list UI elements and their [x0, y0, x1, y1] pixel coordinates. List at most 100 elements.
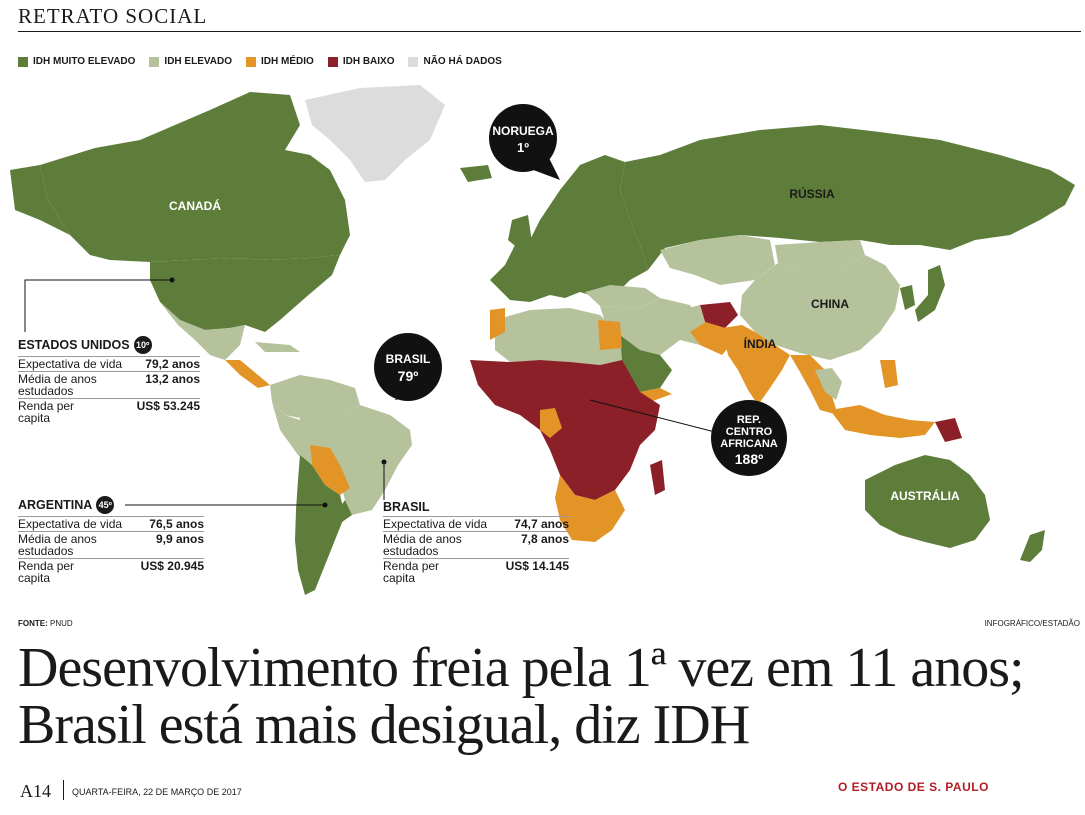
stat-box-argentina: ARGENTINA 45º Expectativa de vida 76,5 an… [18, 496, 204, 585]
callout-car-leader-line [589, 399, 716, 433]
callout-norway-bubble [489, 104, 557, 172]
stat-label: Renda per capita [18, 559, 75, 585]
europe-shape [490, 155, 648, 302]
section-divider [18, 31, 1081, 32]
callout-brazil: BRASIL 79º [374, 333, 442, 401]
legend-label: NÃO HÁ DADOS [423, 56, 502, 67]
legend-label: IDH MUITO ELEVADO [33, 56, 136, 67]
bolivia-shape [310, 445, 350, 495]
stat-box-country: BRASIL [383, 500, 430, 514]
stat-label: Expectativa de vida [18, 357, 123, 371]
uk-shape [508, 215, 532, 250]
map-legend: IDH MUITO ELEVADO IDH ELEVADO IDH MÉDIO … [18, 56, 502, 67]
stat-label: Média de anos estudados [18, 372, 97, 398]
infographic-credit: INFOGRÁFICO/ESTADÃO [984, 619, 1080, 628]
uruguay-shape [338, 500, 352, 522]
page-number: A14 [20, 781, 51, 801]
stat-box-header: BRASIL [383, 500, 569, 514]
label-russia: RÚSSIA [789, 186, 835, 201]
stat-label: Expectativa de vida [383, 517, 488, 531]
mexico-shape [160, 302, 245, 360]
argentina-shape [295, 455, 345, 595]
stat-value: US$ 53.245 [136, 399, 200, 413]
legend-label: IDH BAIXO [342, 56, 395, 67]
footer-divider [63, 780, 64, 800]
central-america-shape [225, 360, 270, 388]
argentina-marker [322, 502, 328, 508]
legend-label: IDH ELEVADO [164, 56, 233, 67]
sub-saharan-africa-shape [470, 360, 660, 500]
edition-date: QUARTA-FEIRA, 22 DE MARÇO DE 2017 [72, 787, 242, 797]
label-australia: AUSTRÁLIA [890, 488, 960, 503]
callout-brazil-bubble [374, 333, 442, 401]
legend-item-medium: IDH MÉDIO [246, 56, 314, 67]
caribbean-shape [255, 342, 300, 352]
headline: Desenvolvimento freia pela 1ª vez em 11 … [18, 637, 1025, 756]
iceland-shape [460, 165, 492, 182]
legend-swatch [327, 56, 338, 67]
stat-box-header: ESTADOS UNIDOS 10º [18, 336, 200, 354]
callout-brazil-rank: 79º [398, 368, 419, 384]
stat-value: US$ 20.945 [140, 559, 204, 573]
india-shape [722, 325, 790, 405]
callout-norway-name: NORUEGA [492, 124, 554, 138]
thailand-shape [815, 368, 842, 400]
arabian-peninsula-shape [620, 335, 672, 392]
stat-label: Renda per capita [383, 559, 440, 585]
brazil-marker [381, 459, 387, 465]
stat-box-brazil: BRASIL Expectativa de vida 74,7 anos Médi… [383, 500, 569, 585]
stat-row: Renda per capita US$ 53.245 [18, 398, 200, 425]
rank-badge: 10º [133, 336, 152, 354]
section-title: RETRATO SOCIAL [18, 4, 208, 28]
label-india: ÍNDIA [744, 336, 777, 351]
stat-row: Média de anos estudados 9,9 anos [18, 531, 204, 558]
newspaper-name: O ESTADO DE S. PAULO [838, 780, 989, 794]
russia-shape [620, 125, 1075, 270]
callout-brazil-name: BRASIL [386, 352, 431, 366]
mongolia-shape [775, 240, 865, 270]
australia-shape [865, 455, 990, 548]
stat-value: 9,9 anos [155, 532, 204, 546]
label-china: CHINA [811, 297, 849, 311]
legend-label: IDH MÉDIO [261, 56, 314, 67]
morocco-shape [490, 308, 505, 340]
madagascar-shape [650, 460, 665, 495]
stat-row: Renda per capita US$ 14.145 [383, 558, 569, 585]
stat-box-usa: ESTADOS UNIDOS 10º Expectativa de vida 79… [18, 336, 200, 425]
japan-shape [915, 265, 945, 322]
stat-value: 76,5 anos [149, 517, 204, 531]
legend-item-very-high: IDH MUITO ELEVADO [18, 56, 135, 67]
callout-car-line3: AFRICANA [720, 438, 777, 450]
callout-car-line1: REP. [737, 414, 761, 426]
stat-label: Renda per capita [18, 399, 75, 425]
rank-badge: 45º [96, 496, 115, 514]
stat-row: Expectativa de vida 76,5 anos [18, 516, 204, 531]
stat-row: Expectativa de vida 79,2 anos [18, 356, 200, 371]
stat-box-country: ARGENTINA [18, 498, 93, 512]
iran-shape [680, 305, 705, 345]
stat-box-header: ARGENTINA 45º [18, 496, 204, 514]
egypt-shape [598, 320, 622, 350]
canada-shape [40, 92, 350, 262]
legend-item-low: IDH BAIXO [327, 56, 395, 67]
legend-item-high: IDH ELEVADO [149, 56, 232, 67]
source-label: FONTE: [18, 619, 48, 628]
label-canada: CANADÁ [169, 198, 221, 213]
indonesia-shape [830, 405, 935, 438]
stat-row: Expectativa de vida 74,7 anos [383, 516, 569, 531]
callout-car: REP. CENTRO AFRICANA 188º [589, 399, 787, 476]
southern-africa-shape [555, 475, 625, 542]
stat-box-country: ESTADOS UNIDOS [18, 338, 130, 352]
alaska-shape [10, 165, 70, 235]
callout-norway: NORUEGA 1º [489, 104, 560, 180]
korea-shape [900, 285, 915, 310]
stat-label: Expectativa de vida [18, 517, 123, 531]
source-note: FONTE: PNUD [18, 619, 73, 628]
usa-leader-line [24, 279, 172, 332]
source-value: PNUD [50, 619, 73, 628]
stat-row: Média de anos estudados 13,2 anos [18, 371, 200, 398]
new-zealand-shape [1020, 530, 1045, 562]
legend-swatch [149, 56, 160, 67]
stat-label: Média de anos estudados [18, 532, 97, 558]
usa-marker [169, 277, 175, 283]
